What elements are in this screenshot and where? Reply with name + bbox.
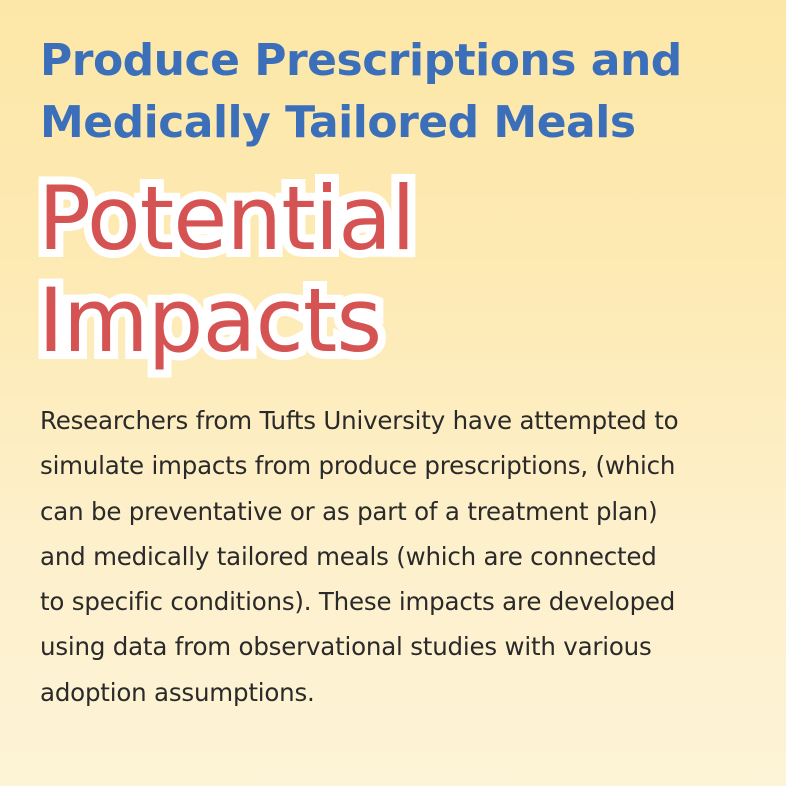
section-heading: Potential Impacts xyxy=(30,160,423,380)
body-line: simulate impacts from produce prescripti… xyxy=(40,451,676,481)
body-line: to specific conditions). These impacts a… xyxy=(40,587,676,617)
body-line: and medically tailored meals (which are … xyxy=(40,541,657,571)
page-title-line-2: Medically Tailored Meals xyxy=(40,97,636,148)
section-heading-line-1: Potential xyxy=(30,160,423,278)
body-line: can be preventative or as part of a trea… xyxy=(40,496,658,526)
page-title-line-1: Produce Prescriptions and xyxy=(40,35,682,86)
body-line: using data from observational studies wi… xyxy=(40,632,652,662)
section-heading-line-2: Impacts xyxy=(30,262,390,380)
page-title: Produce Prescriptions and Medically Tail… xyxy=(40,30,760,154)
body-line: Researchers from Tufts University have a… xyxy=(40,406,679,435)
body-line: adoption assumptions. xyxy=(40,677,315,707)
body-paragraph: Researchers from Tufts University have a… xyxy=(40,398,750,715)
